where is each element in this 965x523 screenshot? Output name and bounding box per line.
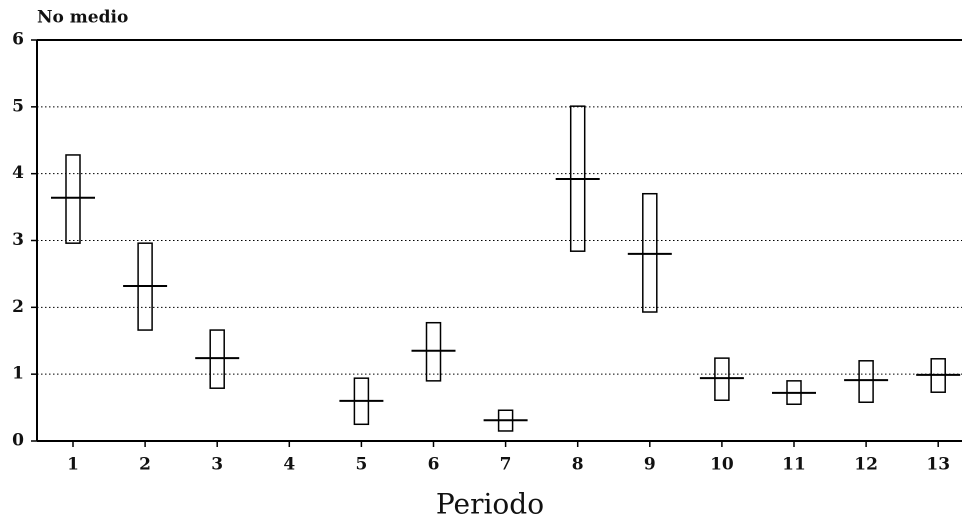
x-tick-label: 13 bbox=[926, 455, 950, 475]
chart-title: No medio bbox=[37, 8, 128, 28]
y-tick-label: 0 bbox=[12, 431, 24, 451]
x-tick-label: 2 bbox=[139, 455, 151, 475]
x-tick-label: 1 bbox=[67, 455, 79, 475]
x-tick-label: 11 bbox=[782, 455, 806, 475]
x-tick-label: 10 bbox=[710, 455, 734, 475]
x-tick-label: 6 bbox=[428, 455, 440, 475]
y-tick-label: 5 bbox=[12, 96, 24, 116]
x-tick-label: 3 bbox=[211, 455, 223, 475]
range-box bbox=[425, 321, 442, 382]
range-box bbox=[209, 329, 225, 389]
y-tick-label: 4 bbox=[12, 163, 24, 183]
x-tick-label: 8 bbox=[572, 455, 584, 475]
range-box bbox=[65, 154, 81, 244]
y-tick-label: 2 bbox=[12, 297, 24, 317]
y-tick-label: 3 bbox=[12, 230, 24, 250]
x-tick-label: 7 bbox=[500, 455, 512, 475]
range-box bbox=[642, 192, 658, 313]
x-tick-label: 9 bbox=[644, 455, 656, 475]
y-tick-label: 6 bbox=[12, 30, 24, 50]
y-tick-label: 1 bbox=[12, 364, 24, 384]
x-tick-label: 5 bbox=[355, 455, 367, 475]
x-tick-label: 12 bbox=[854, 455, 878, 475]
x-tick-label: 4 bbox=[283, 455, 295, 475]
x-axis-label: Periodo bbox=[436, 488, 544, 521]
range-box bbox=[858, 360, 874, 403]
range-box bbox=[714, 357, 730, 401]
